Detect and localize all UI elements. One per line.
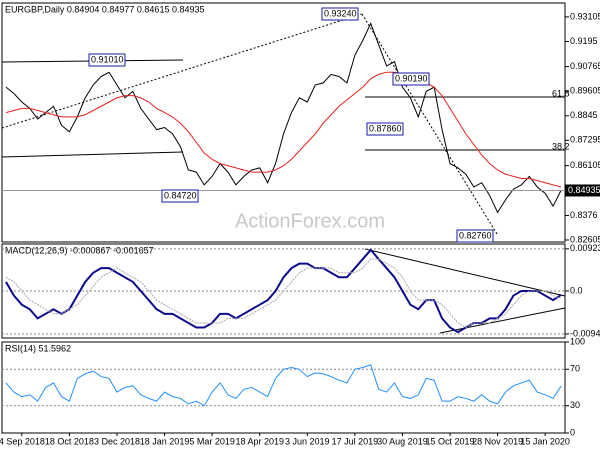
y-tick-label: -0.009413 xyxy=(570,328,600,338)
annotation: 0.91010 xyxy=(91,54,124,64)
x-tick-label: 18 Jan 2019 xyxy=(140,436,190,446)
x-tick-label: 15 Jan 2020 xyxy=(520,436,570,446)
panel-frame xyxy=(1,2,566,243)
panel-frame xyxy=(1,341,566,434)
panel-title: RSI(14) 51.5962 xyxy=(5,343,71,353)
y-tick-label: 0.009237 xyxy=(570,243,600,253)
y-tick-label: 100 xyxy=(570,336,585,346)
last-price-box xyxy=(565,184,600,197)
annotation: 38.2 xyxy=(552,141,570,151)
y-tick-label: 30 xyxy=(570,400,580,410)
annotation: 0.90190 xyxy=(395,73,428,83)
annotation-box xyxy=(392,72,430,86)
y-tick-label: 0.8845 xyxy=(570,110,598,120)
x-tick-label: 4 Sep 2018 xyxy=(0,436,45,446)
y-tick-label: 0.87295 xyxy=(570,135,600,145)
x-tick-label: 28 Nov 2019 xyxy=(472,436,523,446)
trend-line xyxy=(364,248,566,297)
y-tick-label: 0.82605 xyxy=(570,234,600,244)
trend-line xyxy=(1,13,363,129)
annotation-box xyxy=(366,122,404,136)
series-line xyxy=(5,258,562,329)
x-tick-label: 17 Jul 2019 xyxy=(332,436,379,446)
x-tick-label: 3 Jun 2019 xyxy=(285,436,330,446)
y-tick-label: 0.9195 xyxy=(570,36,598,46)
series-line xyxy=(5,71,562,188)
trend-line xyxy=(1,151,184,158)
y-tick-label: 0.90765 xyxy=(570,61,600,71)
x-tick-label: 3 Dec 2018 xyxy=(94,436,140,446)
watermark: ActionForex.com xyxy=(235,210,385,232)
annotation: 0.84720 xyxy=(164,190,197,200)
y-tick-label: 0.86105 xyxy=(570,160,600,170)
annotation: 0.93240 xyxy=(324,8,357,18)
annotation-box xyxy=(456,229,494,243)
x-tick-label: 18 Oct 2018 xyxy=(45,436,94,446)
panel-title: EURGBP,Daily 0.84904 0.84977 0.84615 0.8… xyxy=(5,4,205,14)
annotation: 61.8 xyxy=(552,88,570,98)
last-price-label: 0.84935 xyxy=(568,185,600,195)
annotation: 0.87860 xyxy=(369,123,402,133)
annotation: 0.82760 xyxy=(459,230,492,240)
series-line xyxy=(5,364,562,407)
trend-lines xyxy=(1,13,566,334)
series-line xyxy=(5,22,562,214)
trend-line xyxy=(361,13,498,235)
x-tick-label: 5 Mar 2019 xyxy=(189,436,235,446)
annotation-box xyxy=(321,7,359,21)
trend-line xyxy=(439,307,566,334)
y-tick-label: 0.89605 xyxy=(570,86,600,96)
panel-title: MACD(12,26,9) -0.000867 -0.001657 xyxy=(5,245,154,255)
y-tick-label: 70 xyxy=(570,364,580,374)
annotation-box xyxy=(88,53,126,67)
x-tick-label: 15 Oct 2019 xyxy=(425,436,474,446)
y-tick-label: 0.8376 xyxy=(570,210,598,220)
y-tick-label: 0.93105 xyxy=(570,11,600,21)
x-tick-label: 18 Apr 2019 xyxy=(235,436,284,446)
y-tick-label: 0.0 xyxy=(570,285,583,295)
x-tick-label: 30 Aug 2019 xyxy=(377,436,428,446)
annotation-box xyxy=(161,189,199,203)
y-tick-label: 0 xyxy=(570,427,575,437)
